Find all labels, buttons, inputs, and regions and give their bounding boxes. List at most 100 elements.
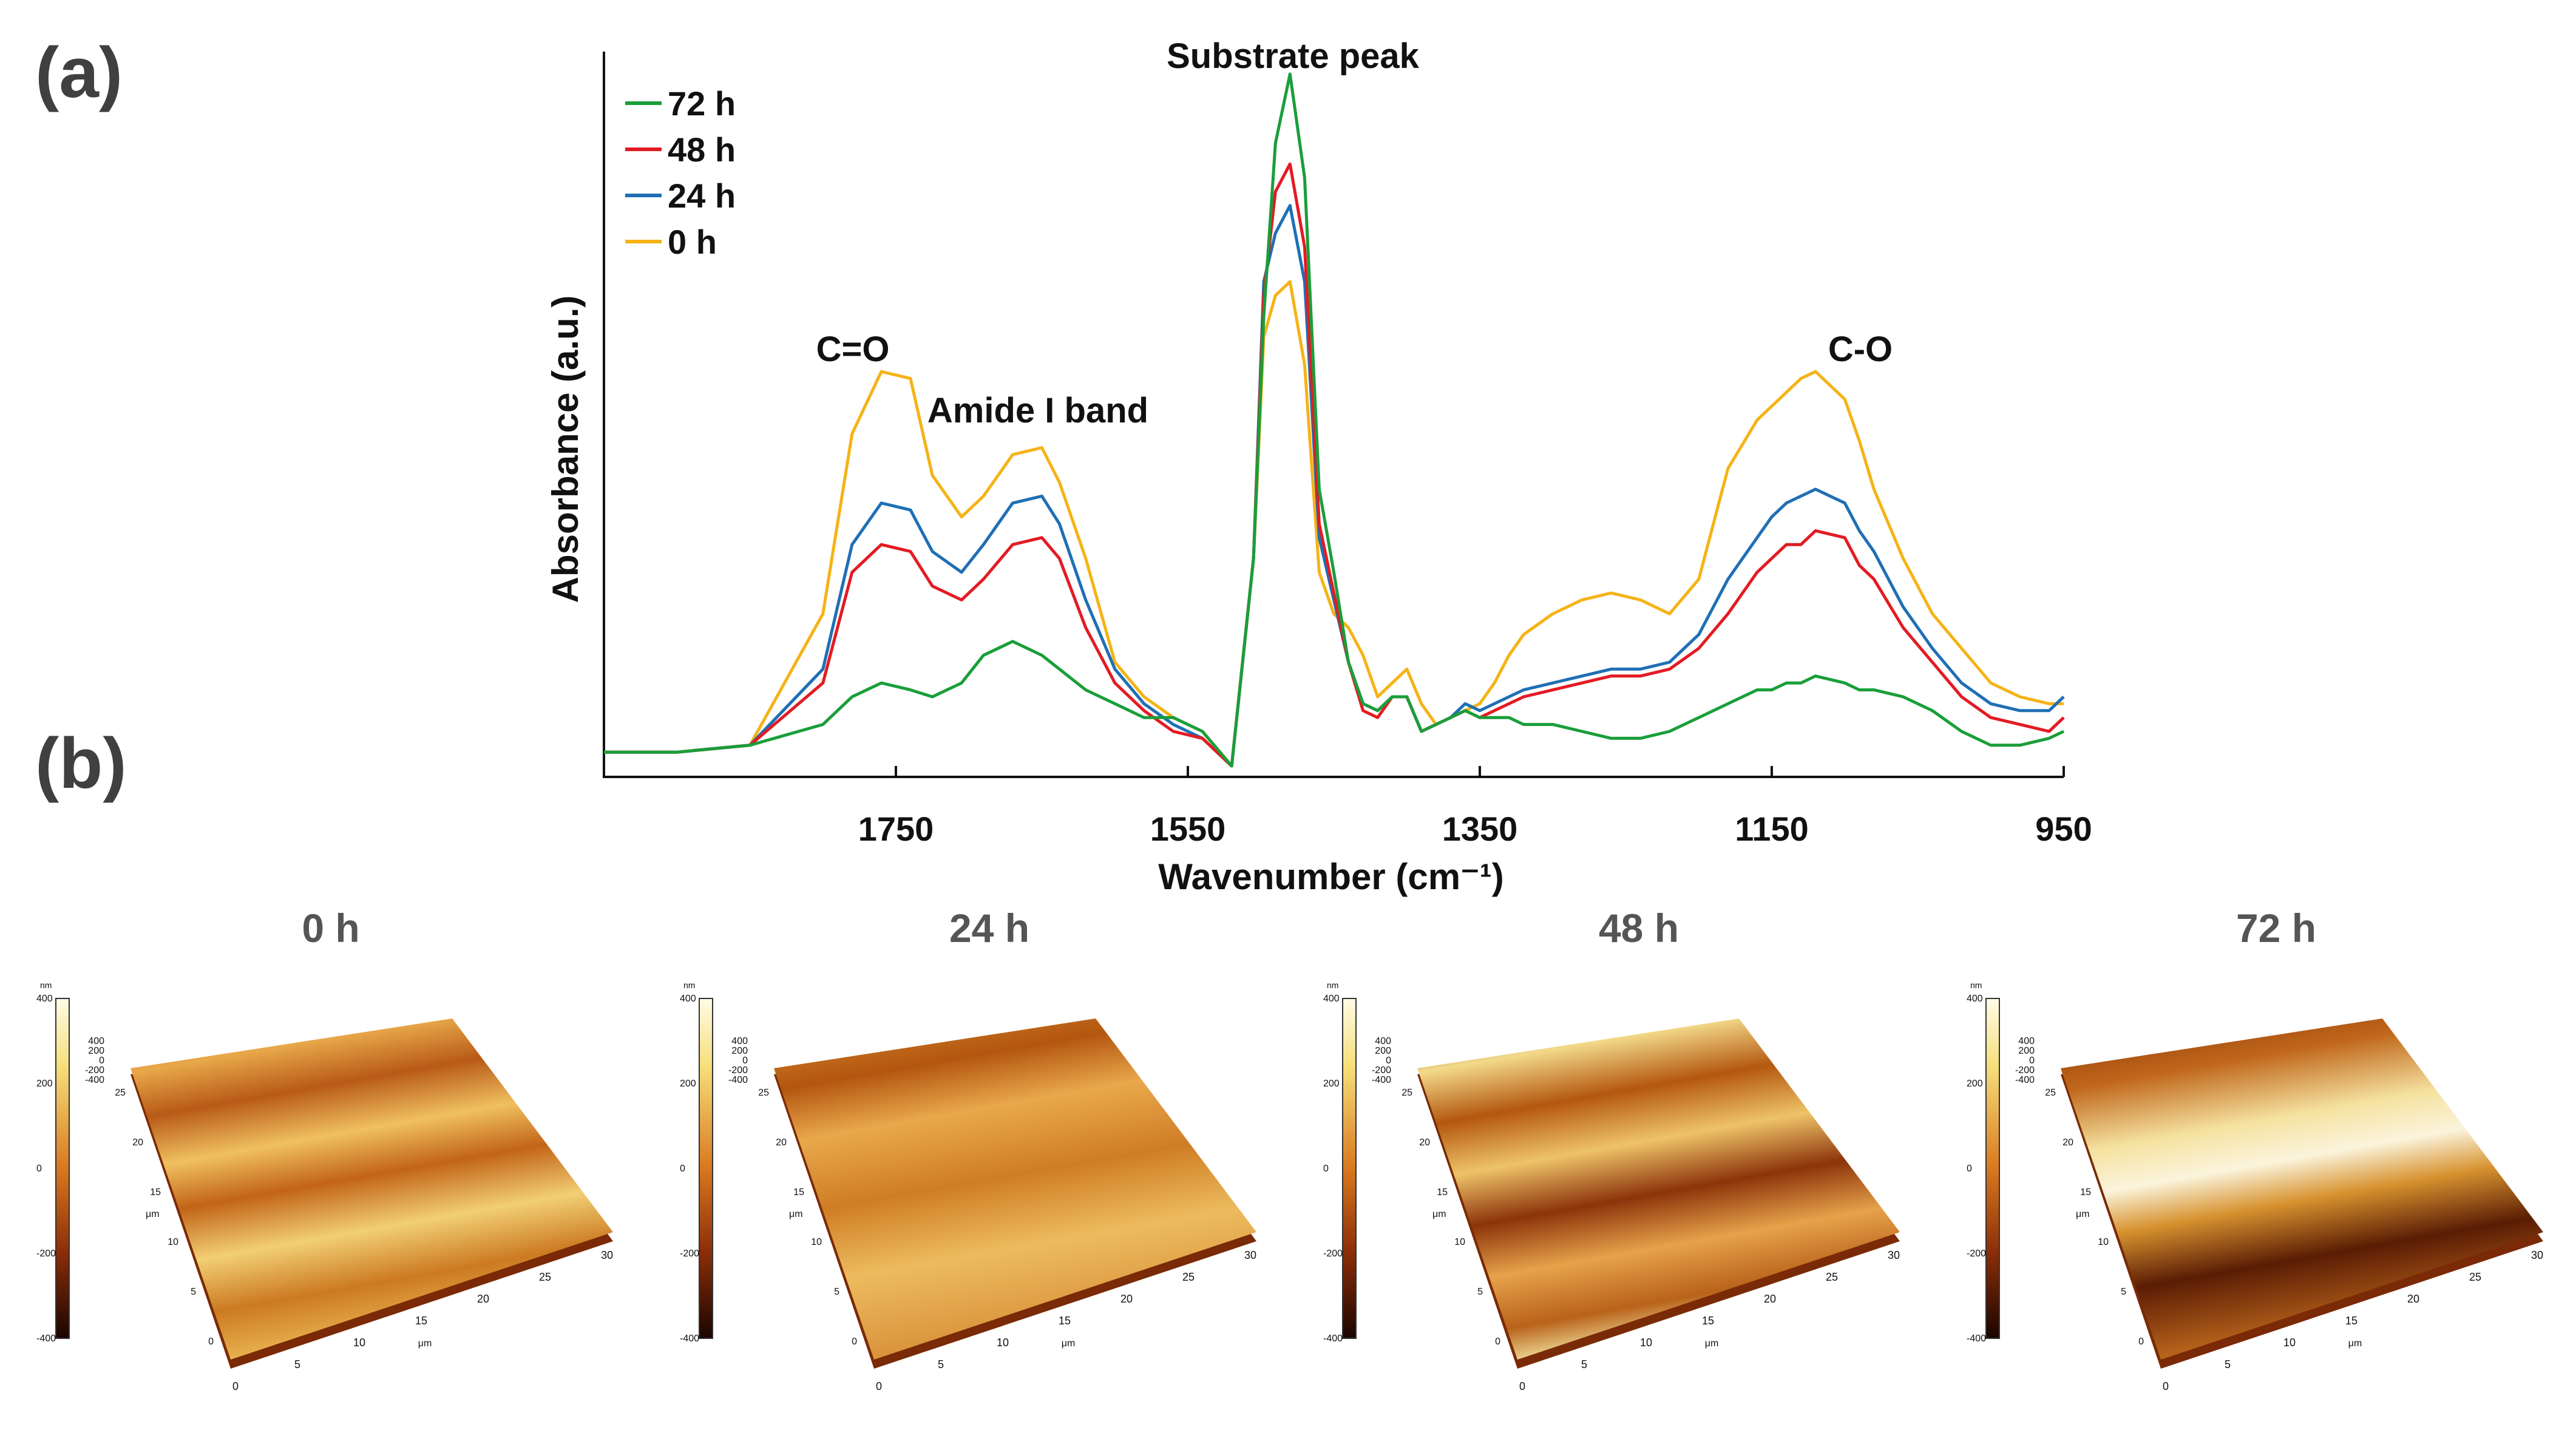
color-scale-bar	[55, 998, 70, 1339]
x-axis-unit: μm	[2348, 1338, 2362, 1349]
afm-panel-48h: 48 hnm4002000-200-4004002000-200-4000510…	[1323, 906, 1900, 1392]
x-axis-tick: 15	[1702, 1315, 1714, 1327]
legend: 72 h 48 h 24 h 0 h	[625, 84, 736, 261]
y-axis-tick: 0	[2138, 1337, 2144, 1347]
x-axis-tick: 10	[2283, 1337, 2296, 1349]
x-axis-tick: 5	[2225, 1358, 2231, 1371]
color-scale-tick: 0	[36, 1164, 42, 1174]
afm-surface	[2061, 1018, 2543, 1360]
legend-label: 0 h	[668, 223, 717, 261]
color-scale-bar	[1342, 998, 1357, 1339]
annotation-label: Substrate peak	[1167, 36, 1420, 76]
color-scale-unit: nm	[683, 980, 695, 990]
color-scale-tick: -200	[680, 1249, 699, 1259]
y-axis-tick: 15	[1437, 1187, 1448, 1198]
color-scale-tick: 400	[680, 994, 696, 1004]
y-axis-tick: 5	[2121, 1287, 2126, 1297]
afm-surface	[774, 1018, 1256, 1360]
x-axis-unit: μm	[1062, 1338, 1076, 1349]
y-axis-unit: μm	[1432, 1209, 1446, 1219]
ftir-spectrum-chart: 1750 1550 1350 1150 950 Wavenumber (cm⁻¹) Ab…	[545, 36, 2092, 897]
x-tick-label: 950	[2035, 810, 2092, 848]
z-axis-tick: -400	[2015, 1075, 2035, 1085]
y-axis-tick: 25	[2045, 1088, 2056, 1098]
z-axis-tick: 400	[88, 1036, 104, 1046]
z-axis-tick: -200	[728, 1065, 748, 1076]
z-axis-tick: -400	[728, 1075, 748, 1085]
y-axis-tick: 25	[115, 1088, 126, 1098]
z-axis-tick: -200	[85, 1065, 104, 1076]
y-axis-tick: 20	[2062, 1137, 2073, 1148]
y-axis-tick: 15	[2080, 1187, 2091, 1198]
x-axis-unit: μm	[1705, 1338, 1719, 1349]
afm-panels: 0 hnm4002000-200-4004002000-200-40005101…	[36, 906, 2543, 1392]
x-axis-tick: 0	[2163, 1380, 2169, 1392]
x-axis-tick: 15	[2345, 1315, 2357, 1327]
z-axis-tick: 0	[1386, 1056, 1391, 1066]
x-axis-tick: 15	[415, 1315, 427, 1327]
legend-label: 72 h	[668, 84, 736, 123]
panel-label-a: (a)	[35, 33, 123, 113]
color-scale-unit: nm	[40, 980, 52, 990]
x-axis-tick: 25	[1182, 1271, 1195, 1283]
x-axis-tick: 5	[938, 1358, 944, 1371]
color-scale-unit: nm	[1327, 980, 1338, 990]
x-tick-label: 1750	[858, 810, 934, 848]
legend-label: 48 h	[668, 130, 736, 169]
color-scale-bar	[1985, 998, 2000, 1339]
z-axis-tick: 200	[1375, 1046, 1391, 1056]
annotation-label: C-O	[1828, 330, 1893, 369]
y-axis-tick: 10	[811, 1237, 822, 1247]
color-scale-tick: -200	[36, 1249, 56, 1259]
afm-panel-0h: 0 hnm4002000-200-4004002000-200-40005101…	[36, 906, 613, 1392]
afm-panel-title: 0 h	[302, 906, 359, 951]
z-axis-tick: 400	[1375, 1036, 1391, 1046]
y-axis-tick: 20	[132, 1137, 143, 1148]
x-axis-tick: 0	[1519, 1380, 1525, 1392]
z-axis-tick: -400	[1372, 1075, 1391, 1085]
color-scale-tick: -200	[1323, 1249, 1343, 1259]
y-axis-tick: 20	[1419, 1137, 1430, 1148]
panel-label-b: (b)	[35, 723, 127, 804]
color-scale-tick: -400	[1967, 1333, 1986, 1344]
y-axis-tick: 15	[793, 1187, 804, 1198]
y-axis-tick: 25	[1402, 1088, 1412, 1098]
x-axis-tick: 5	[294, 1358, 300, 1371]
color-scale-tick: -400	[680, 1333, 699, 1344]
color-scale-tick: 200	[1967, 1079, 1983, 1089]
afm-surface	[130, 1018, 613, 1360]
color-scale-tick: 200	[36, 1079, 53, 1089]
series-line-72h	[604, 72, 2065, 768]
color-scale-tick: 400	[1323, 994, 1340, 1004]
annotation-label: C=O	[816, 330, 890, 369]
x-tick-label: 1550	[1150, 810, 1226, 848]
afm-panel-72h: 72 hnm4002000-200-4004002000-200-4000510…	[1967, 906, 2543, 1392]
y-axis-tick: 25	[758, 1088, 769, 1098]
y-axis-tick: 15	[150, 1187, 161, 1198]
x-axis-ticks: 1750 1550 1350 1150 950	[858, 766, 2092, 848]
color-scale-tick: 200	[680, 1079, 696, 1089]
afm-panel-title: 24 h	[949, 906, 1029, 951]
color-scale-bar	[699, 998, 713, 1339]
z-axis-tick: 0	[2029, 1056, 2035, 1066]
y-axis-tick: 10	[2098, 1237, 2109, 1247]
y-axis-tick: 5	[191, 1287, 196, 1297]
x-axis-tick: 20	[2407, 1293, 2419, 1305]
afm-panel-24h: 24 hnm4002000-200-4004002000-200-4000510…	[680, 906, 1256, 1392]
series-lines	[604, 72, 2065, 768]
y-axis-unit: μm	[146, 1209, 160, 1219]
color-scale-tick: 0	[1967, 1164, 1972, 1174]
x-axis-tick: 10	[1640, 1337, 1652, 1349]
y-axis-label: Absorbance (a.u.)	[545, 296, 586, 603]
y-axis-tick: 5	[834, 1287, 839, 1297]
y-axis-tick: 5	[1477, 1287, 1483, 1297]
x-axis-tick: 30	[1244, 1249, 1256, 1261]
z-axis-tick: 200	[2018, 1046, 2035, 1056]
color-scale-tick: 200	[1323, 1079, 1340, 1089]
y-axis-tick: 10	[1454, 1237, 1465, 1247]
x-axis-tick: 30	[2531, 1249, 2543, 1261]
x-axis-tick: 25	[1826, 1271, 1838, 1283]
x-axis-unit: μm	[418, 1338, 432, 1349]
x-axis-tick: 25	[539, 1271, 551, 1283]
